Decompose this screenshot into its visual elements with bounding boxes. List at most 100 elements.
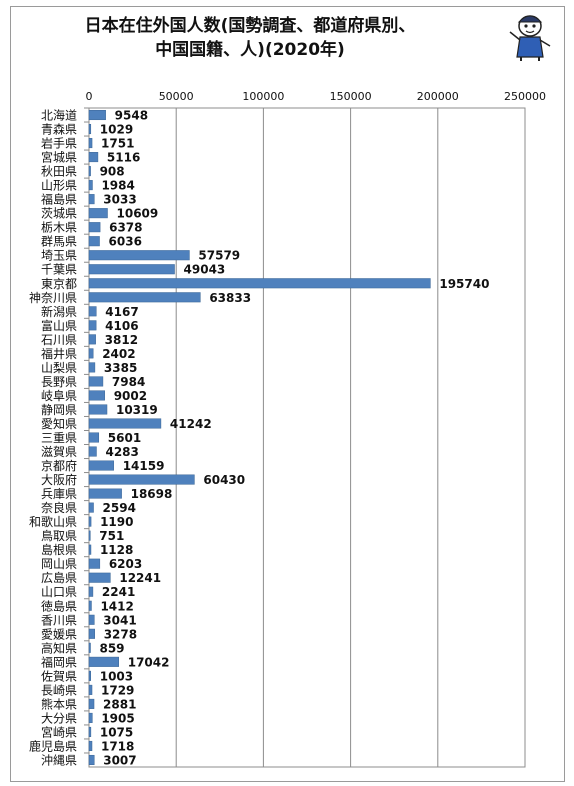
- data-label: 4283: [105, 445, 138, 459]
- category-label: 滋賀県: [41, 445, 77, 459]
- data-label: 751: [99, 529, 124, 543]
- category-label: 佐賀県: [41, 669, 77, 683]
- bar: [88, 138, 93, 149]
- data-label: 10609: [117, 207, 159, 221]
- category-label: 和歌山県: [29, 514, 77, 529]
- bar: [88, 516, 92, 527]
- category-label: 青森県: [41, 122, 77, 137]
- bar: [88, 418, 162, 429]
- data-label: 57579: [198, 249, 240, 263]
- category-label: 神奈川県: [29, 291, 77, 305]
- data-label: 908: [100, 165, 125, 179]
- bar: [88, 740, 93, 751]
- bar: [88, 376, 104, 387]
- bar: [88, 670, 91, 681]
- data-label: 1075: [100, 725, 133, 739]
- data-label: 14159: [123, 459, 165, 473]
- category-label: 鳥取県: [41, 528, 77, 543]
- data-label: 1984: [101, 179, 134, 193]
- category-label: 石川県: [41, 333, 77, 347]
- data-label: 1905: [101, 711, 134, 725]
- bar: [88, 362, 96, 373]
- x-tick-label: 50000: [159, 90, 194, 103]
- bar: [88, 306, 97, 317]
- bar: [88, 530, 91, 541]
- category-label: 高知県: [41, 640, 77, 655]
- bar: [88, 572, 111, 583]
- data-label: 4167: [105, 305, 138, 319]
- data-label: 1751: [101, 137, 134, 151]
- data-label: 49043: [184, 263, 226, 277]
- data-label: 3007: [103, 753, 136, 767]
- data-label: 859: [99, 641, 124, 655]
- bar: [88, 502, 94, 513]
- category-label: 北海道: [41, 108, 77, 123]
- data-label: 60430: [203, 473, 245, 487]
- data-label: 1029: [100, 123, 133, 137]
- category-label: 福岡県: [41, 654, 77, 669]
- bar: [88, 642, 91, 653]
- category-label: 栃木県: [41, 221, 77, 235]
- data-label: 2881: [103, 697, 136, 711]
- category-label: 山形県: [41, 179, 77, 193]
- bar: [88, 334, 96, 345]
- category-label: 大分県: [41, 711, 77, 725]
- category-label: 広島県: [41, 570, 77, 585]
- data-label: 9548: [115, 109, 148, 123]
- data-label: 10319: [116, 403, 158, 417]
- bar: [88, 348, 94, 359]
- category-label: 大阪府: [41, 472, 77, 487]
- category-label: 岐阜県: [41, 389, 77, 403]
- bar: [88, 278, 431, 289]
- category-label: 宮崎県: [41, 724, 77, 739]
- bar: [88, 474, 195, 485]
- data-label: 7984: [112, 375, 145, 389]
- bar: [88, 208, 108, 219]
- category-label: 山口県: [41, 585, 77, 599]
- bar: [88, 390, 105, 401]
- data-label: 2241: [102, 585, 135, 599]
- bar: [88, 656, 119, 667]
- category-label: 群馬県: [41, 235, 77, 249]
- category-label: 東京都: [41, 277, 77, 291]
- category-label: 新潟県: [41, 304, 77, 319]
- category-label: 京都府: [41, 458, 77, 473]
- data-label: 6378: [109, 221, 142, 235]
- x-tick-label: 200000: [417, 90, 459, 103]
- bar: [88, 558, 101, 569]
- category-label: 秋田県: [41, 165, 77, 179]
- x-tick-label: 250000: [504, 90, 546, 103]
- data-label: 1003: [100, 669, 133, 683]
- bar: [88, 684, 93, 695]
- category-label: 千葉県: [41, 263, 77, 277]
- category-label: 岡山県: [41, 557, 77, 571]
- bar: [88, 320, 97, 331]
- category-label: 静岡県: [41, 403, 77, 417]
- bar: [88, 404, 108, 415]
- data-label: 18698: [131, 487, 173, 501]
- category-label: 香川県: [41, 613, 77, 627]
- category-label: 徳島県: [41, 598, 77, 613]
- data-label: 1128: [100, 543, 133, 557]
- bar: [88, 222, 101, 233]
- category-label: 宮城県: [41, 150, 77, 165]
- bar: [88, 698, 95, 709]
- category-label: 福島県: [41, 192, 77, 207]
- category-label: 山梨県: [41, 361, 77, 375]
- bar: [88, 152, 99, 163]
- bar: [88, 754, 95, 766]
- category-label: 長野県: [41, 375, 77, 389]
- bar: [88, 726, 92, 737]
- bar: [88, 292, 201, 303]
- bar: [88, 236, 100, 247]
- category-label: 愛知県: [41, 417, 77, 431]
- bar: [88, 614, 95, 625]
- bar: [88, 712, 93, 723]
- data-label: 41242: [170, 417, 212, 431]
- data-label: 195740: [439, 277, 489, 291]
- x-tick-label: 0: [86, 90, 93, 103]
- data-label: 3278: [104, 627, 137, 641]
- data-label: 3812: [105, 333, 138, 347]
- bar: [88, 180, 93, 191]
